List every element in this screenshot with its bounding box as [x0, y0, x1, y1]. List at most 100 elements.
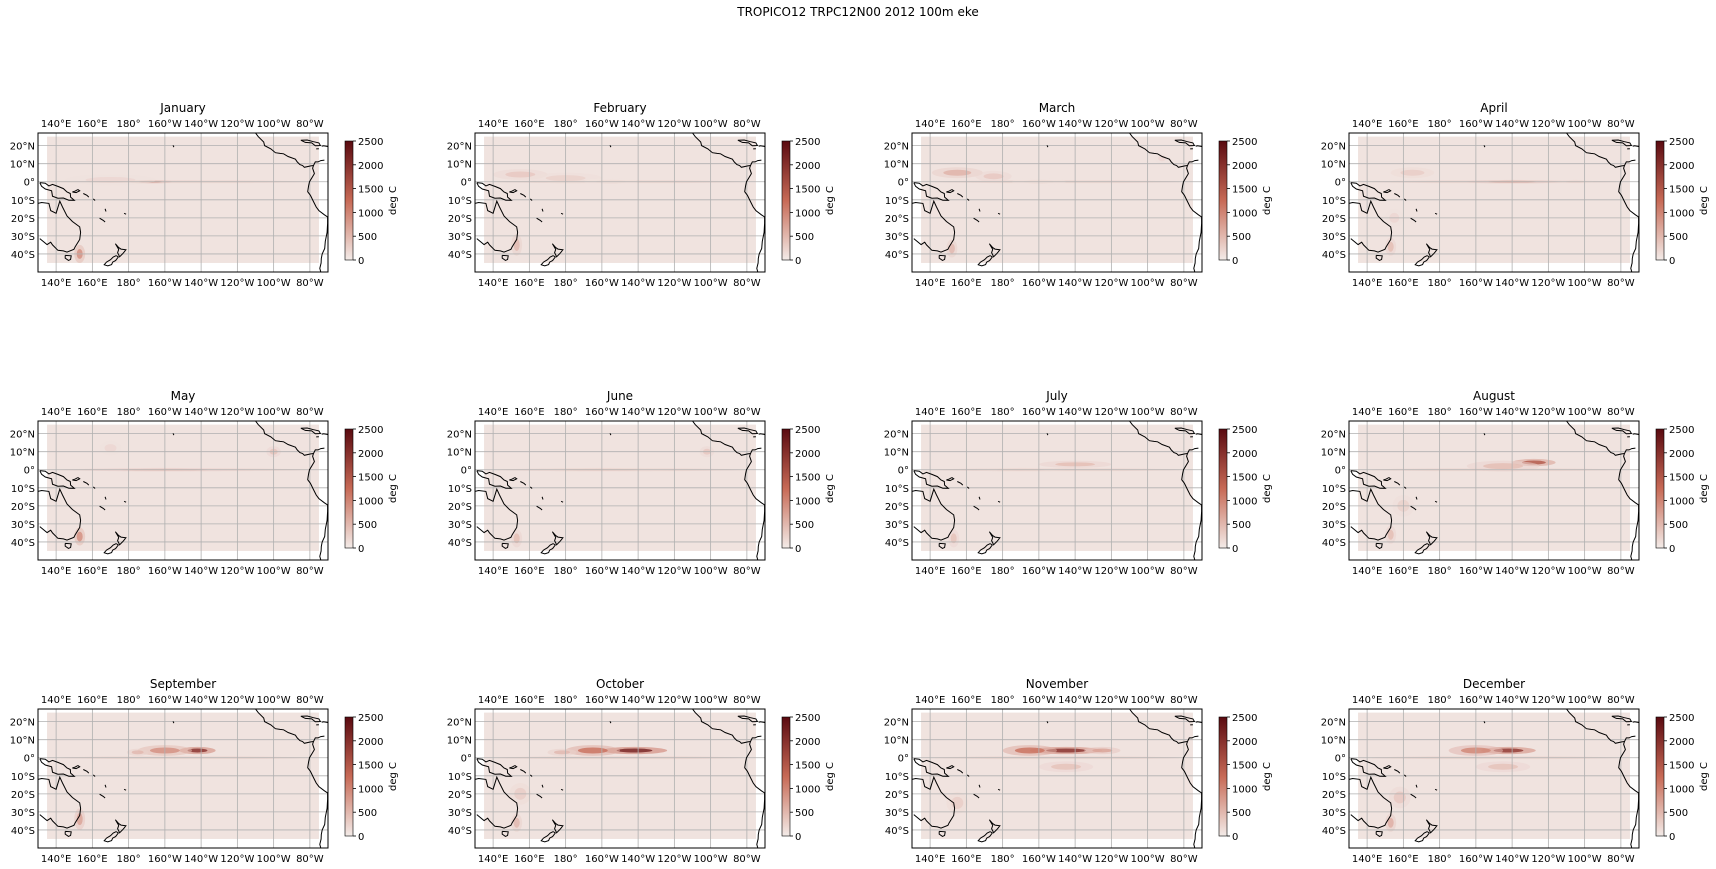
- lon-tick-label-top: 140°W: [621, 119, 655, 130]
- coastline: [1394, 481, 1401, 486]
- lat-tick-label: 10°S: [11, 484, 35, 495]
- lon-tick-label-bottom: 140°E: [478, 854, 508, 865]
- colorbar-tick-label: 0: [358, 832, 364, 843]
- lon-tick-label-bottom: 180°: [991, 278, 1015, 289]
- coastline: [1415, 208, 1418, 212]
- coastline: [123, 788, 127, 791]
- colorbar: [344, 428, 354, 549]
- coastline: [172, 433, 175, 436]
- coastline: [1181, 165, 1202, 272]
- coastline: [1566, 133, 1636, 168]
- coastline: [737, 427, 759, 435]
- lon-tick-label-top: 80°W: [296, 119, 324, 130]
- lon-tick-label-top: 160°E: [77, 695, 107, 706]
- lon-tick-label-top: 140°W: [1058, 407, 1092, 418]
- gridlines: [475, 133, 765, 272]
- coastline: [536, 793, 543, 799]
- lon-tick-label-top: 180°: [1428, 695, 1452, 706]
- eke-blob: [554, 750, 570, 755]
- coastline: [692, 421, 762, 456]
- coastline: [1129, 421, 1199, 456]
- colorbar-tick-label: 500: [1669, 232, 1688, 243]
- coastline: [758, 721, 765, 724]
- colorbar-tick-label: 1500: [358, 761, 383, 772]
- coastline: [973, 793, 980, 799]
- coastline: [1425, 819, 1438, 834]
- colorbar-tick-label: 1000: [1669, 784, 1694, 795]
- lat-tick-label: 0°: [461, 178, 472, 189]
- lon-tick-label-top: 80°W: [1607, 407, 1635, 418]
- panel-title: June: [606, 389, 633, 403]
- coastline: [997, 788, 1001, 791]
- lat-tick-label: 20°S: [885, 502, 909, 513]
- colorbar-tick-label: 1500: [358, 185, 383, 196]
- lon-tick-label-bottom: 160°E: [951, 854, 981, 865]
- eke-blob: [513, 533, 520, 544]
- coastline: [1566, 421, 1636, 456]
- coastlines: [1349, 421, 1639, 560]
- coastline: [501, 830, 509, 837]
- lat-tick-label: 40°S: [448, 538, 472, 549]
- coastline: [321, 433, 328, 436]
- lat-tick-label: 10°S: [11, 196, 35, 207]
- coastline: [536, 217, 543, 223]
- colorbar-tick-label: 1500: [1669, 473, 1694, 484]
- lat-tick-label: 10°S: [1322, 772, 1346, 783]
- coastline: [114, 531, 127, 546]
- lon-tick-label-bottom: 100°W: [257, 854, 291, 865]
- lon-tick-label-top: 140°W: [621, 407, 655, 418]
- coastline: [92, 774, 96, 777]
- coastline: [1403, 774, 1407, 777]
- lat-tick-label: 20°S: [448, 214, 472, 225]
- coastline: [541, 208, 544, 212]
- coastline: [692, 133, 762, 168]
- lon-tick-label-top: 160°W: [585, 119, 619, 130]
- colorbar-tick-label: 2500: [1232, 713, 1257, 724]
- coastline: [1046, 145, 1049, 148]
- lon-tick-label-bottom: 180°: [554, 566, 578, 577]
- colorbar-tick-label: 1000: [1669, 208, 1694, 219]
- coastline: [973, 217, 980, 223]
- coastline: [64, 830, 72, 837]
- colorbar-label: deg C: [1262, 474, 1273, 503]
- lon-tick-label-bottom: 160°W: [585, 854, 619, 865]
- lon-tick-label-top: 120°W: [1094, 119, 1128, 130]
- coastline: [1483, 721, 1486, 724]
- colorbar-tick-label: 500: [1232, 520, 1251, 531]
- coastline: [938, 254, 946, 261]
- coastline: [1349, 775, 1393, 829]
- lon-tick-label-bottom: 140°E: [1352, 566, 1382, 577]
- eke-blob: [1393, 791, 1406, 804]
- colorbar: [1655, 716, 1665, 837]
- lon-tick-label-bottom: 160°E: [514, 566, 544, 577]
- lon-tick-label-bottom: 80°W: [1607, 854, 1635, 865]
- lon-tick-label-top: 100°W: [1131, 695, 1165, 706]
- lon-tick-label-bottom: 180°: [117, 566, 141, 577]
- colorbar-label: deg C: [1262, 762, 1273, 791]
- gridlines: [912, 709, 1202, 848]
- lat-tick-label: 30°S: [11, 520, 35, 531]
- eke-blob: [1092, 748, 1113, 753]
- eke-blob: [1014, 747, 1045, 754]
- coastline: [609, 721, 612, 724]
- colorbar-tick-label: 2000: [795, 449, 820, 460]
- coastline: [1383, 477, 1392, 482]
- lon-tick-label-bottom: 120°W: [657, 566, 691, 577]
- coastlines: [912, 709, 1202, 848]
- panel-title: January: [159, 101, 206, 115]
- colorbar-tick-label: 500: [358, 808, 377, 819]
- lon-tick-label-bottom: 140°E: [915, 854, 945, 865]
- lon-tick-label-bottom: 80°W: [733, 854, 761, 865]
- coastline: [114, 819, 127, 834]
- lat-tick-label: 20°S: [1322, 502, 1346, 513]
- colorbar-tick-label: 2500: [795, 137, 820, 148]
- lon-tick-label-bottom: 100°W: [1131, 854, 1165, 865]
- lat-tick-label: 20°N: [884, 142, 909, 153]
- coastline: [255, 133, 325, 168]
- coastline: [913, 182, 950, 201]
- lon-tick-label-top: 140°E: [1352, 119, 1382, 130]
- colorbar-label: deg C: [1699, 474, 1710, 503]
- lon-tick-label-bottom: 80°W: [733, 278, 761, 289]
